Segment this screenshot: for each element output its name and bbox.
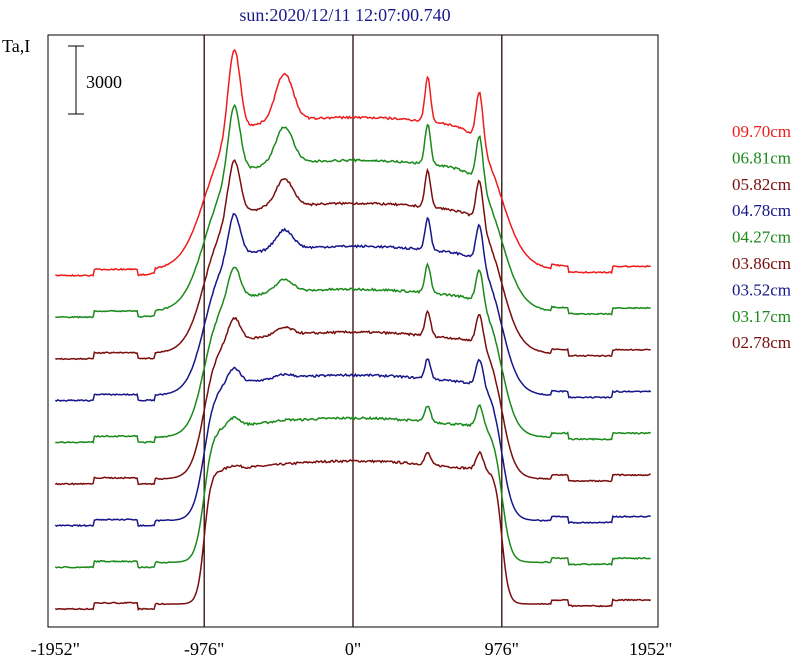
legend-entry: 02.78cm (732, 333, 791, 352)
x-tick-label: 0" (345, 639, 361, 659)
legend-entry: 04.27cm (732, 228, 791, 247)
x-tick-label: 1952" (629, 639, 672, 659)
legend-entry: 06.81cm (732, 148, 791, 167)
x-tick-label: 976" (485, 639, 519, 659)
legend-entry: 03.86cm (732, 254, 791, 273)
series-line-09.70cm (55, 48, 651, 277)
x-tick-label: -1952" (31, 639, 80, 659)
legend-entry: 03.52cm (732, 280, 791, 299)
legend: 09.70cm 06.81cm 05.82cm 04.78cm 04.27cm 03.86… (732, 122, 791, 352)
x-tick-label: -976" (184, 639, 224, 659)
legend-entry: 04.78cm (732, 201, 791, 220)
scale-bar: 3000 (68, 45, 122, 115)
series-line-06.81cm (55, 103, 651, 319)
x-tick-labels: -1952" -976" 0" 976" 1952" (31, 639, 673, 659)
series-line-05.82cm (54, 159, 651, 361)
legend-entry: 03.17cm (732, 307, 791, 326)
vertical-markers (203, 35, 503, 627)
series-line-03.52cm (54, 358, 651, 528)
series-line-04.78cm (54, 212, 652, 402)
y-axis-label: Ta,I (2, 36, 30, 56)
legend-entry: 05.82cm (732, 175, 791, 194)
series-line-03.17cm (54, 404, 651, 569)
series-line-02.78cm (54, 450, 652, 612)
series-lines (54, 48, 652, 612)
chart-title: sun:2020/12/11 12:07:00.740 (239, 5, 450, 25)
series-line-03.86cm (54, 309, 651, 486)
scale-bar-label: 3000 (86, 72, 122, 92)
legend-entry: 09.70cm (732, 122, 791, 141)
series-line-04.27cm (55, 262, 652, 444)
